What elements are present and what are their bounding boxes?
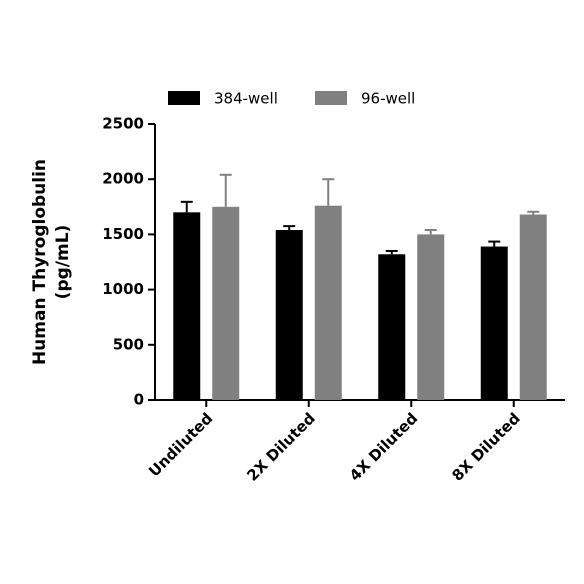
y-tick-label: 500	[113, 335, 144, 353]
y-tick-label: 0	[134, 391, 144, 409]
x-tick-label: Undiluted	[145, 409, 216, 480]
bar	[378, 254, 406, 400]
x-tick-label: 2X Diluted	[243, 409, 318, 484]
y-axis-label: Human Thyroglobulin	[30, 159, 50, 365]
legend-swatch	[315, 91, 347, 105]
bar	[480, 246, 508, 400]
bar	[212, 206, 240, 400]
x-tick-label: 4X Diluted	[346, 409, 421, 484]
bar	[519, 214, 547, 400]
bar	[417, 234, 445, 400]
bar	[173, 212, 201, 400]
y-tick-label: 2500	[102, 115, 144, 133]
y-tick-label: 1000	[102, 280, 144, 298]
legend-label: 96-well	[361, 90, 415, 108]
y-tick-label: 1500	[102, 225, 144, 243]
y-tick-label: 2000	[102, 170, 144, 188]
x-tick-label: 8X Diluted	[448, 409, 523, 484]
legend-swatch	[168, 91, 200, 105]
y-axis-label: (pg/mL)	[53, 225, 73, 300]
bar	[314, 205, 342, 400]
bar	[275, 229, 303, 400]
legend-label: 384-well	[214, 90, 278, 108]
